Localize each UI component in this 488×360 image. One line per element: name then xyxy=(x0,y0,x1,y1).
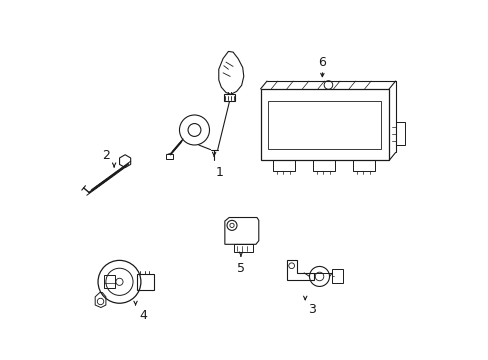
Bar xyxy=(312,159,334,171)
Bar xyxy=(224,94,235,102)
Bar xyxy=(260,89,388,160)
Bar xyxy=(268,101,381,149)
Bar xyxy=(332,269,343,283)
Bar xyxy=(104,275,115,288)
Text: 3: 3 xyxy=(308,303,316,316)
Bar xyxy=(136,274,153,290)
Bar xyxy=(395,122,404,145)
Text: 2: 2 xyxy=(102,149,110,162)
Text: 1: 1 xyxy=(215,166,223,179)
Text: 6: 6 xyxy=(318,56,325,69)
Bar xyxy=(233,244,253,252)
Text: 4: 4 xyxy=(140,309,147,321)
Bar xyxy=(272,159,294,171)
Text: 5: 5 xyxy=(237,262,244,275)
Bar xyxy=(352,159,374,171)
Bar xyxy=(166,154,173,159)
